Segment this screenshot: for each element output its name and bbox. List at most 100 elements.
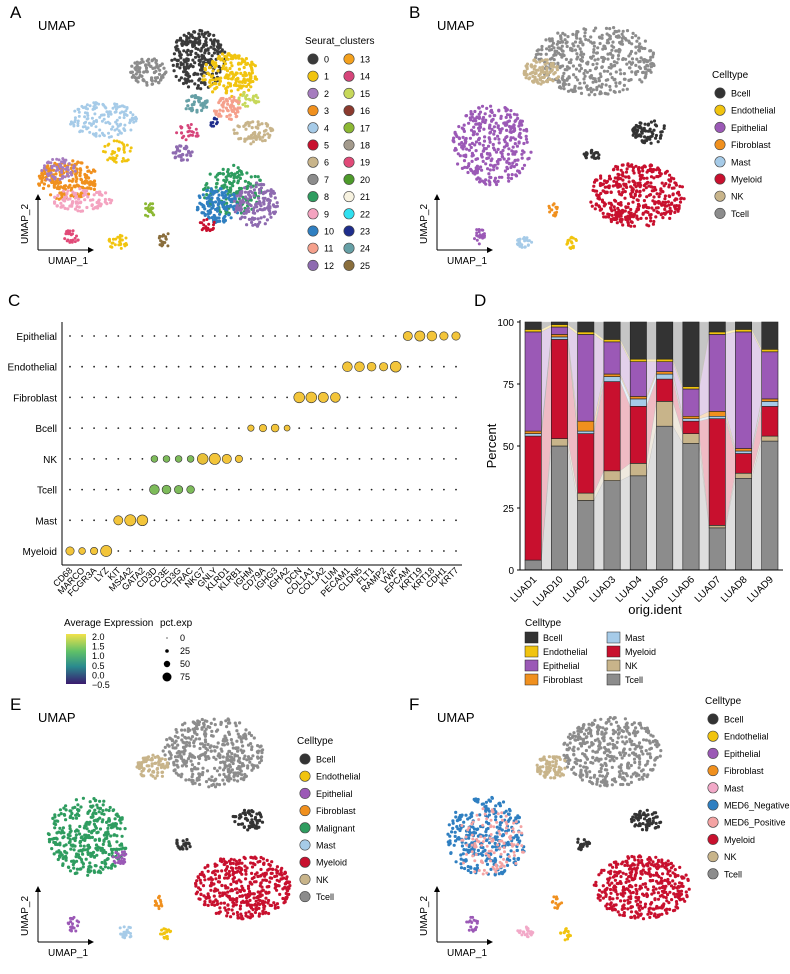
umap-cell: [179, 61, 183, 65]
umap-cell: [210, 124, 214, 128]
umap-cell: [562, 87, 566, 91]
umap-cell: [666, 200, 671, 204]
umap-cell: [86, 844, 90, 848]
umap-cell: [248, 73, 252, 77]
umap-cell: [263, 222, 267, 226]
umap-cell: [73, 116, 77, 120]
umap-cell: [558, 66, 562, 70]
umap-cell: [203, 32, 207, 36]
umap-cell: [609, 62, 613, 67]
umap-cell: [110, 152, 114, 156]
umap-cell: [630, 220, 634, 224]
umap-cell: [268, 211, 272, 216]
umap-cell: [214, 757, 218, 761]
umap-cell: [78, 171, 82, 175]
umap-cell: [58, 841, 62, 845]
umap-cell: [261, 135, 265, 139]
umap-cell: [617, 190, 621, 194]
umap-cell: [263, 900, 267, 904]
umap-cell: [621, 57, 625, 62]
umap-cell: [595, 189, 599, 193]
umap-cell: [172, 52, 176, 56]
umap-cell: [663, 207, 667, 211]
umap-cell: [539, 82, 543, 86]
umap-cell: [488, 175, 492, 179]
umap-cell: [593, 151, 597, 155]
umap-cell: [186, 727, 190, 731]
legend-key: [299, 805, 311, 817]
umap-cell: [215, 782, 219, 786]
umap-cell: [505, 128, 509, 132]
umap-cell: [249, 175, 253, 179]
umap-cell: [287, 880, 292, 884]
umap-cell: [645, 195, 649, 199]
umap-cell: [560, 44, 564, 48]
umap-cell: [115, 154, 119, 158]
umap-cell: [142, 79, 146, 83]
umap-cell: [61, 863, 65, 868]
umap-cell: [506, 152, 510, 156]
umap-cell: [229, 105, 233, 109]
umap-cell: [526, 243, 530, 247]
umap-cell: [197, 886, 201, 890]
umap-cell: [634, 726, 638, 730]
umap-cell: [633, 734, 637, 738]
umap-cell: [638, 121, 642, 125]
umap-cell: [229, 204, 233, 208]
umap-cell: [632, 131, 636, 135]
umap-cell: [240, 773, 244, 777]
umap-cell: [475, 177, 479, 181]
umap-cell: [509, 130, 513, 134]
umap-cell: [619, 72, 623, 76]
umap-cell: [565, 77, 570, 81]
umap-cell: [209, 210, 213, 214]
umap-cell: [517, 240, 521, 243]
umap-cell: [220, 191, 224, 195]
umap-cell: [570, 88, 574, 92]
umap-cell: [490, 110, 494, 115]
umap-cell: [246, 181, 251, 185]
umap-cell: [668, 194, 672, 199]
umap-points: [451, 26, 686, 250]
umap-cell: [216, 728, 220, 732]
umap-cell: [600, 732, 604, 736]
umap-cell: [69, 829, 73, 833]
umap-cell: [200, 46, 204, 50]
umap-cell: [85, 165, 89, 169]
umap-cell: [44, 168, 48, 172]
umap-cell: [637, 168, 641, 172]
umap-cell: [540, 75, 544, 80]
umap-cell: [128, 926, 132, 930]
umap-cell: [261, 912, 265, 916]
umap-cell: [227, 213, 231, 217]
umap-cell: [536, 81, 540, 85]
umap-cell: [261, 139, 265, 143]
umap-cell: [84, 824, 88, 828]
umap-cell: [59, 201, 63, 205]
umap-cell: [178, 66, 182, 70]
umap-cell: [254, 101, 258, 105]
umap-cell: [481, 143, 485, 147]
umap-cell: [209, 45, 213, 49]
umap-cell: [197, 78, 201, 82]
umap-cell: [75, 205, 79, 209]
umap-cell: [97, 810, 101, 814]
umap-cell: [661, 200, 665, 204]
umap-cell: [503, 169, 507, 173]
umap-cell: [678, 184, 682, 188]
umap-cell: [86, 181, 90, 185]
umap-cell: [186, 124, 190, 127]
umap-cell: [485, 151, 489, 156]
umap-cell: [47, 184, 51, 188]
umap-cell: [67, 174, 70, 178]
umap-cell: [537, 57, 541, 61]
umap-cell: [57, 830, 61, 834]
umap-cell: [100, 860, 104, 865]
legend-label: Mast: [316, 841, 336, 851]
umap-cell: [481, 159, 485, 163]
umap-cell: [264, 122, 268, 126]
umap-cell: [108, 156, 112, 160]
umap-cell: [204, 751, 208, 755]
umap-cell: [517, 140, 521, 144]
umap-cell: [223, 760, 227, 764]
